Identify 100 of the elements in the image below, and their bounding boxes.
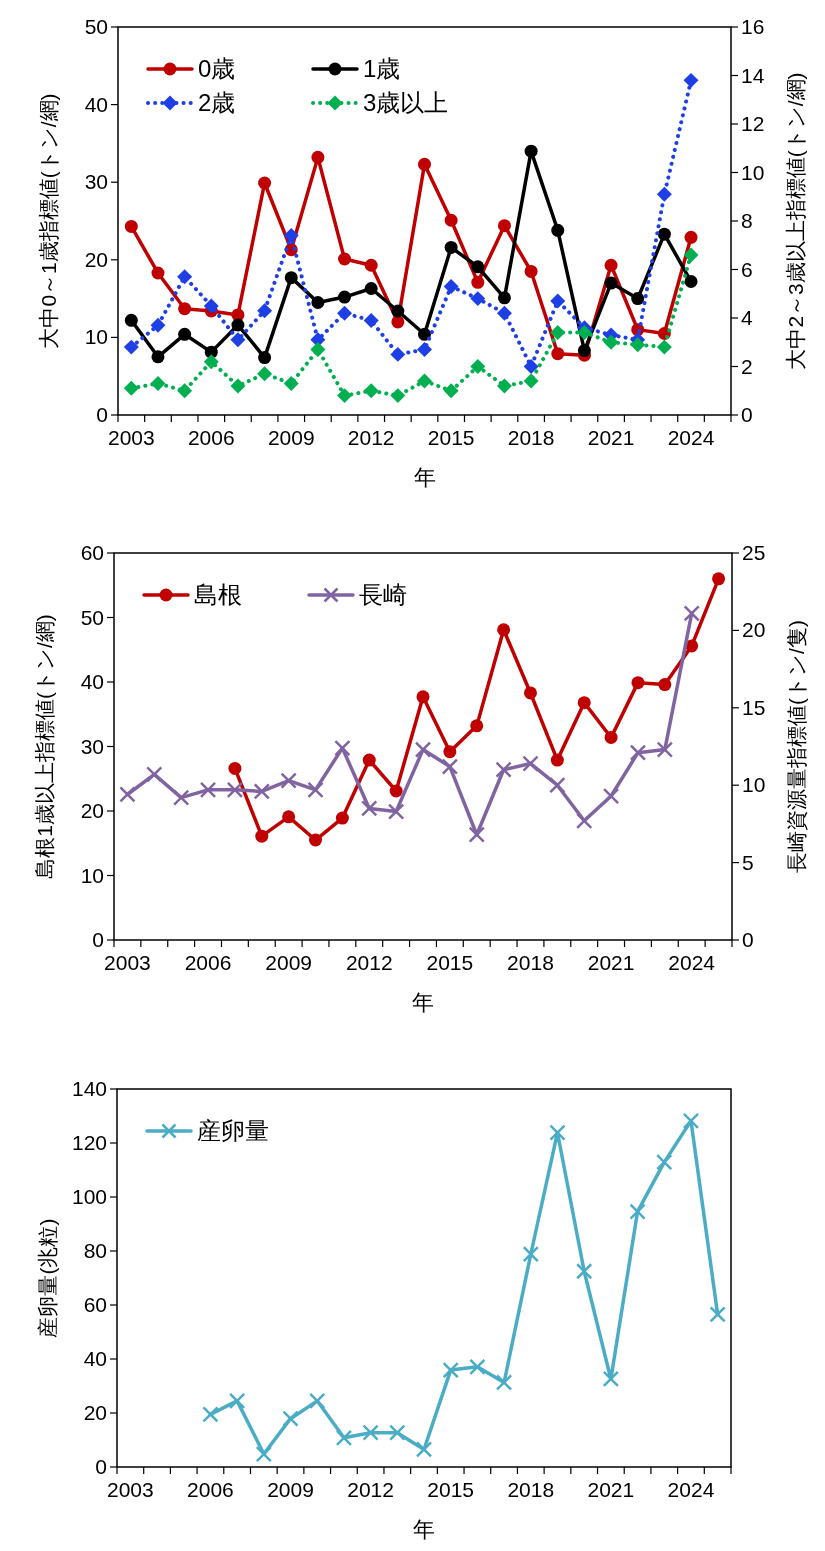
- x-tick-label: 2009: [267, 1478, 314, 1501]
- y-tick-label: 0: [92, 928, 104, 951]
- point: [550, 293, 566, 309]
- point: [656, 186, 672, 202]
- point: [417, 373, 432, 389]
- point: [391, 315, 405, 329]
- point: [280, 772, 297, 789]
- point: [257, 303, 273, 319]
- point: [416, 690, 430, 704]
- point: [497, 623, 511, 637]
- point: [631, 676, 645, 690]
- legend-label: 島根: [194, 581, 242, 608]
- point: [362, 753, 376, 767]
- point: [123, 380, 139, 396]
- point: [389, 1424, 406, 1441]
- x-tick-label: 2006: [187, 426, 235, 449]
- point: [468, 826, 485, 843]
- point: [444, 213, 458, 227]
- legend-label: 2歳: [198, 89, 236, 116]
- point: [310, 342, 326, 357]
- point: [338, 252, 352, 266]
- point: [307, 781, 324, 799]
- point: [231, 318, 245, 332]
- y-tick-label: 10: [80, 863, 104, 887]
- point: [311, 295, 325, 309]
- point: [683, 72, 699, 88]
- point: [497, 291, 511, 305]
- point: [391, 304, 405, 318]
- point: [496, 305, 512, 321]
- x-tick-label: 2003: [106, 1478, 154, 1501]
- x-tick-label: 2024: [668, 951, 716, 974]
- y-axis-title: 大中0～1歳指標値(トン/網): [37, 93, 60, 349]
- point: [443, 745, 457, 759]
- y-tick-label: 40: [80, 670, 104, 693]
- legend-label: 長崎: [359, 581, 407, 608]
- point: [177, 383, 193, 399]
- point: [151, 350, 165, 364]
- y-tick-label: 20: [83, 1401, 107, 1424]
- point: [363, 312, 379, 328]
- x-tick-label: 2012: [347, 1478, 394, 1501]
- x-tick-label: 2015: [427, 426, 475, 449]
- point: [523, 359, 539, 374]
- point: [550, 753, 564, 767]
- point: [361, 800, 378, 817]
- y2-tick-label: 5: [742, 850, 754, 874]
- y-tick-label: 60: [80, 541, 104, 564]
- point: [524, 144, 538, 158]
- y-axis-title: 島根1歳以上指標値(トン/網): [33, 614, 56, 879]
- point: [230, 378, 246, 394]
- point: [390, 346, 406, 362]
- point: [629, 1203, 646, 1220]
- point: [604, 730, 618, 744]
- y-tick-label: 60: [83, 1293, 107, 1316]
- point: [496, 378, 512, 394]
- point: [549, 776, 566, 794]
- y2-tick-label: 0: [741, 403, 753, 426]
- point: [712, 572, 726, 586]
- point: [684, 275, 698, 289]
- point: [470, 719, 484, 733]
- y2-tick-label: 10: [742, 773, 766, 797]
- point: [522, 755, 539, 772]
- point: [444, 240, 458, 254]
- x-tick-label: 2009: [265, 951, 313, 974]
- y2-tick-label: 14: [741, 63, 765, 87]
- point: [443, 279, 459, 294]
- y-tick-label: 30: [80, 734, 104, 758]
- point: [150, 376, 166, 391]
- point: [308, 1392, 326, 1410]
- point: [418, 327, 431, 341]
- point: [551, 347, 565, 361]
- point: [495, 1374, 513, 1391]
- point: [418, 157, 431, 171]
- point: [682, 1112, 700, 1130]
- point: [230, 332, 246, 348]
- point: [203, 298, 219, 314]
- y2-tick-label: 6: [741, 257, 753, 281]
- point: [228, 761, 242, 775]
- point: [389, 784, 403, 798]
- y2-tick-label: 20: [742, 618, 766, 642]
- y-tick-label: 120: [71, 1131, 107, 1154]
- point: [471, 275, 485, 289]
- point: [523, 686, 537, 700]
- x-tick-label: 2018: [507, 1478, 555, 1501]
- y-tick-label: 0: [95, 1455, 107, 1478]
- y-tick-label: 40: [83, 1347, 107, 1370]
- point: [364, 282, 378, 296]
- y-tick-label: 0: [96, 403, 108, 426]
- x-tick-label: 2021: [587, 1478, 635, 1501]
- point: [629, 744, 647, 761]
- point: [283, 376, 299, 391]
- point: [284, 271, 298, 285]
- x-tick-label: 2012: [347, 426, 395, 449]
- point: [604, 258, 618, 272]
- x-tick-label: 2018: [507, 426, 555, 449]
- point: [124, 219, 138, 233]
- y2-axis-title: 大中2～3歳以上指標値(トン/網): [784, 72, 807, 370]
- point: [203, 354, 219, 370]
- point: [363, 383, 379, 399]
- point: [630, 337, 646, 353]
- point: [338, 290, 352, 304]
